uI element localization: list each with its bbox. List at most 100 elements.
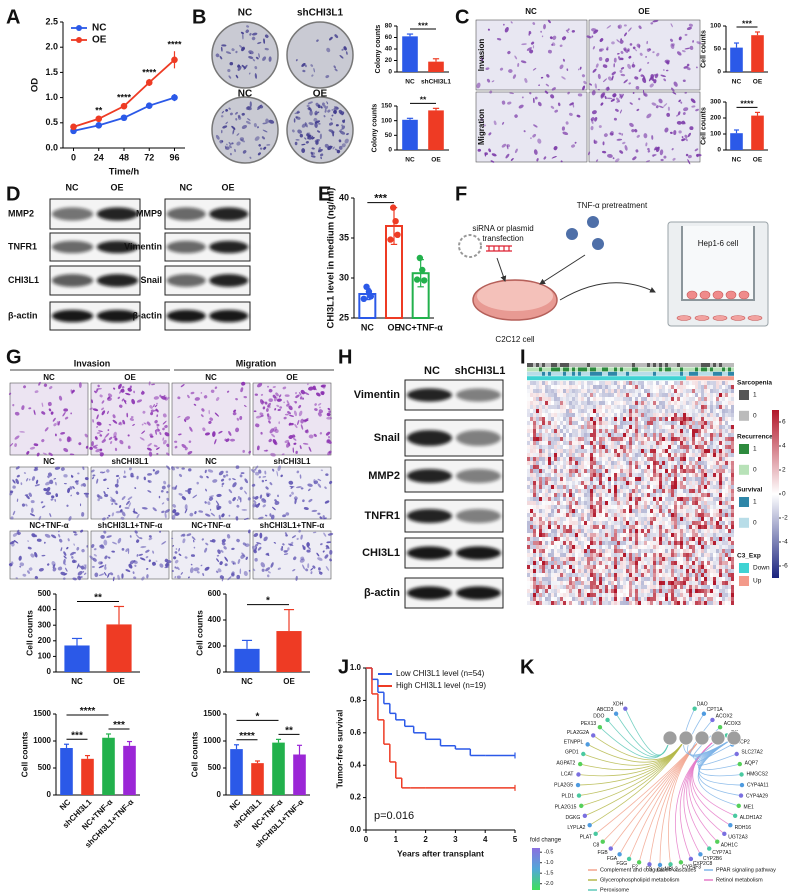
heatmap-cell [680,381,683,385]
heatmap-cell [728,401,731,405]
stain-spot [234,148,236,153]
heatmap-cell [536,537,539,541]
stain-spot [262,406,266,410]
heatmap-cell [653,553,656,557]
heatmap-cell [623,449,626,453]
stain-spot [543,23,546,30]
heatmap-cell [689,389,692,393]
heatmap-cell [725,497,728,501]
stain-spot [29,446,36,450]
heatmap-cell [623,461,626,465]
heatmap-cell [707,497,710,501]
stain-spot [47,401,52,407]
heatmap-cell [716,489,719,493]
stain-spot [210,389,215,393]
heatmap-cell [674,457,677,461]
heatmap-cell [536,509,539,513]
stain-spot [28,492,32,497]
heatmap-cell [689,445,692,449]
stain-spot [130,416,134,419]
heatmap-cell [629,525,632,529]
blot-band [166,309,206,323]
bar [730,133,743,150]
heatmap-cell [587,501,590,505]
heatmap-cell [725,533,728,537]
stain-spot [313,480,319,485]
heatmap-cell [653,501,656,505]
heatmap-cell [674,413,677,417]
heatmap-cell [671,405,674,409]
heatmap-cell [581,529,584,533]
stain-spot [178,473,183,477]
heatmap-cell [572,501,575,505]
heatmap-cell [629,513,632,517]
heatmap-cell [695,521,698,525]
heatmap-cell [719,461,722,465]
heatmap-cell [689,533,692,537]
blot-row-label: Snail [374,432,400,444]
heatmap-cell [590,505,593,509]
heatmap-cell [650,441,653,445]
stain-spot [241,552,246,558]
stain-spot [583,80,587,85]
heatmap-cell [563,489,566,493]
data-point [363,283,370,290]
stain-spot [620,73,626,77]
stain-spot [652,51,655,54]
heatmap-cell [542,553,545,557]
heatmap-cell [638,485,641,489]
stain-spot [299,133,303,138]
stain-spot [53,423,57,427]
heatmap-cell [617,545,620,549]
heatmap-cell [710,401,713,405]
stain-spot [31,533,36,538]
stain-spot [117,537,122,544]
heatmap-cell [725,445,728,449]
heatmap-cell [617,417,620,421]
heatmap-cell [659,509,662,513]
stain-spot [76,491,80,495]
stain-spot [63,474,68,478]
stain-spot [325,473,329,476]
stain-spot [196,571,200,574]
heatmap-cell [542,541,545,545]
heatmap-cell [701,541,704,545]
heatmap-cell [719,417,722,421]
stain-spot [216,493,222,498]
heatmap-cell [608,453,611,457]
stain-spot [319,406,321,409]
heatmap-cell [545,485,548,489]
stain-spot [216,505,222,511]
heatmap-cell [719,529,722,533]
heatmap-cell [677,505,680,509]
heatmap-cell [647,441,650,445]
heatmap-cell [716,385,719,389]
heatmap-cell [536,521,539,525]
heatmap-cell [596,497,599,501]
heatmap-cell [662,413,665,417]
stain-spot [225,121,228,125]
heatmap-cell [689,477,692,481]
stain-spot [62,577,66,580]
heatmap-cell [587,517,590,521]
heatmap-cell [593,525,596,529]
stain-spot [80,529,84,533]
heatmap-cell [725,381,728,385]
heatmap-cell [644,389,647,393]
heatmap-cell [650,413,653,417]
heatmap-cell [626,393,629,397]
heatmap-cell [566,413,569,417]
heatmap-cell [611,473,614,477]
heatmap-cell [704,465,707,469]
heatmap-cell [614,485,617,489]
heatmap-cell [674,517,677,521]
heatmap-cell [719,465,722,469]
heatmap-cell [668,553,671,557]
heatmap-cell [560,461,563,465]
heatmap-cell [698,449,701,453]
heatmap-cell [566,553,569,557]
stain-spot [156,423,160,427]
heatmap-cell [662,473,665,477]
stain-spot [345,51,348,55]
heatmap-cell [533,397,536,401]
